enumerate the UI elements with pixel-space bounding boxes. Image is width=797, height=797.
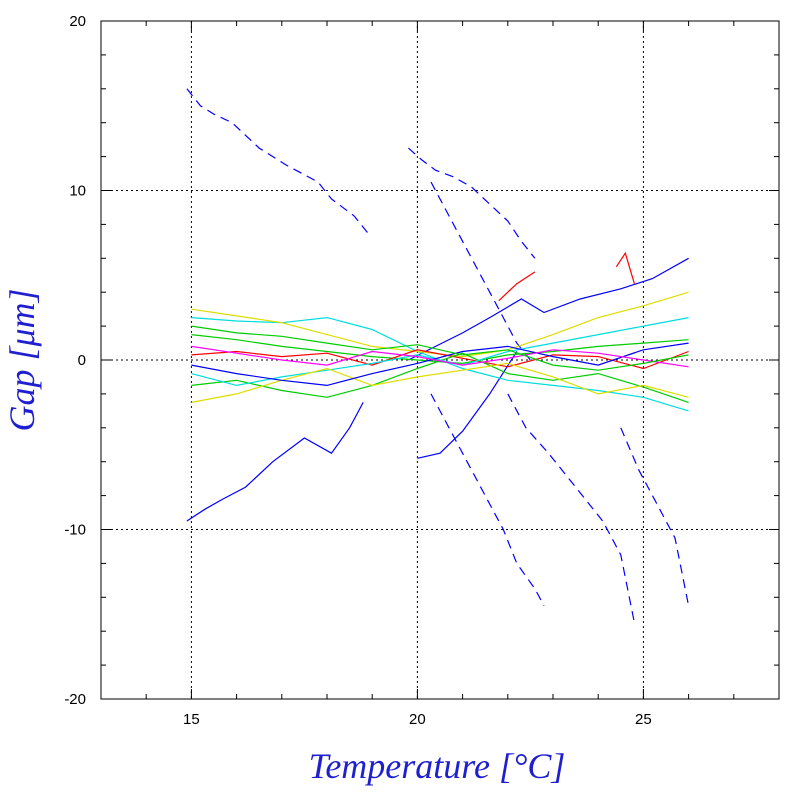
- x-axis-title: Temperature [°C]: [309, 746, 566, 786]
- series-line: [430, 181, 531, 361]
- series-line: [498, 271, 536, 302]
- series-line: [408, 147, 536, 259]
- series-line: [186, 88, 369, 234]
- x-tick-label: 15: [183, 711, 200, 728]
- series-line: [191, 349, 689, 370]
- series-line: [191, 334, 689, 365]
- series-line: [408, 257, 689, 361]
- series-line: [620, 427, 690, 606]
- series-line: [191, 362, 689, 403]
- axis-ticks: [100, 20, 780, 700]
- y-tick-label: 20: [69, 13, 86, 30]
- series-line: [186, 402, 364, 522]
- series-line: [191, 345, 689, 368]
- series-line: [430, 393, 545, 607]
- series-line: [191, 317, 689, 387]
- y-tick-label: 0: [78, 352, 86, 369]
- x-tick-label: 25: [635, 711, 652, 728]
- y-tick-label: -20: [64, 691, 86, 708]
- series-line: [417, 351, 518, 459]
- tick-labels: 15 20 25 -20 -10 0 10 20: [64, 13, 651, 728]
- series-line: [615, 251, 635, 284]
- series-line: [507, 393, 635, 623]
- y-tick-label: -10: [64, 522, 86, 539]
- series-line: [191, 325, 689, 371]
- data-series: [186, 88, 690, 623]
- y-axis-title: Gap [μm]: [2, 288, 42, 431]
- x-tick-label: 20: [409, 711, 426, 728]
- y-tick-label: 10: [69, 183, 86, 200]
- series-line: [191, 342, 689, 387]
